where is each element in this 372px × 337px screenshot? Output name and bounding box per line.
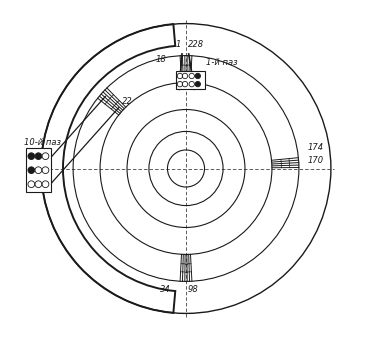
Text: 18: 18 [155,55,166,64]
Circle shape [195,73,201,79]
Text: 1-й паз: 1-й паз [206,58,238,67]
Text: 174: 174 [307,143,323,152]
Circle shape [35,153,42,159]
Text: 22: 22 [122,97,133,106]
Circle shape [28,153,35,159]
Text: 10-й паз: 10-й паз [24,137,61,147]
Text: 98: 98 [188,284,198,294]
Bar [176,71,205,89]
Text: 170: 170 [307,156,323,165]
Text: 228: 228 [188,40,204,49]
Circle shape [195,82,201,87]
Bar [26,148,51,192]
Text: 1: 1 [176,40,181,49]
Text: 34: 34 [160,284,171,294]
Circle shape [28,167,35,174]
